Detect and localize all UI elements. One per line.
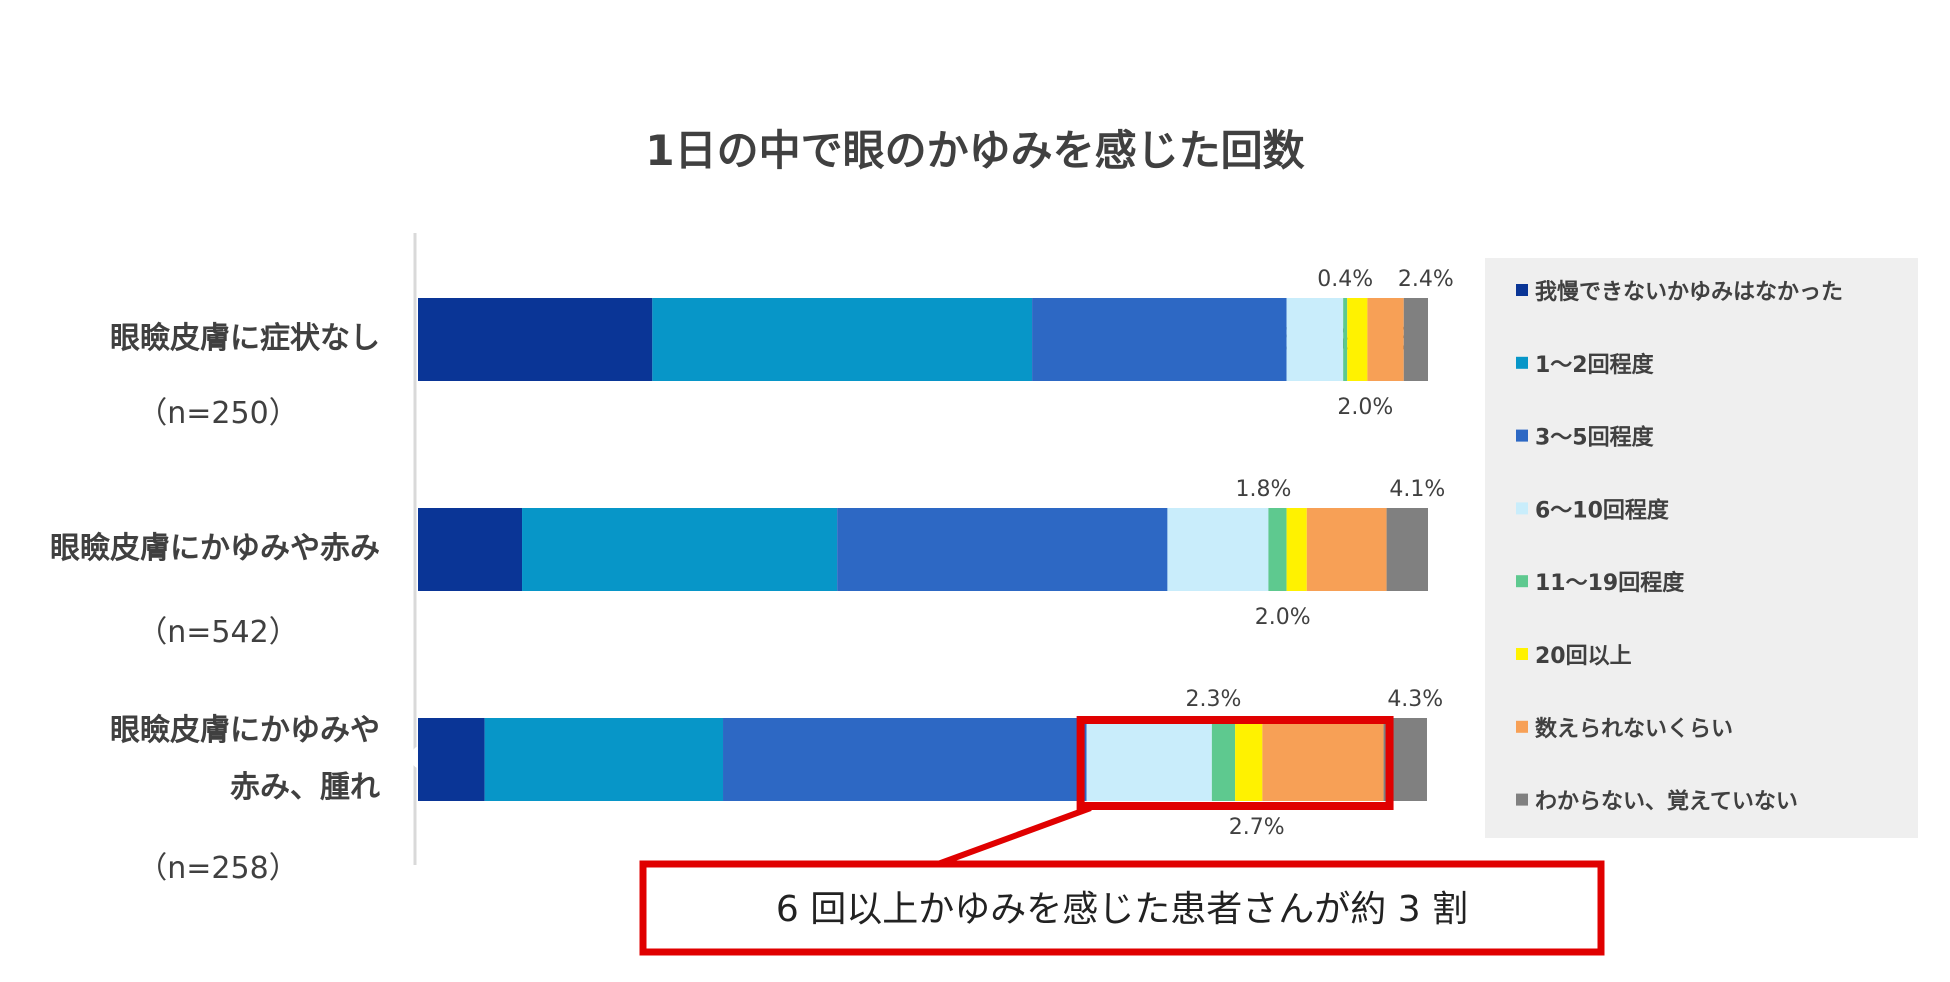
bar-segment: [1306, 508, 1387, 591]
legend-label: 6～10回程度: [1535, 497, 1670, 523]
category-label: 赤み、腫れ: [230, 770, 380, 805]
legend-label: 数えられないくらい: [1535, 716, 1733, 742]
data-label: 2.7%: [1229, 815, 1285, 840]
bar-segment: [1086, 718, 1212, 801]
legend-label: 我慢できないかゆみはなかった: [1535, 279, 1843, 305]
bar-segment: [1262, 718, 1384, 801]
bar-segment: [1386, 508, 1428, 591]
callout-box: [639, 860, 1605, 956]
data-label: 2.3%: [1186, 687, 1242, 712]
legend-swatch: [1516, 356, 1528, 369]
category-sample-size: （n=250）: [137, 396, 298, 431]
legend-label: 1～2回程度: [1535, 352, 1655, 378]
category-sample-size: （n=258）: [137, 851, 298, 886]
bar-segment: [1367, 298, 1404, 381]
chart-title: 1日の中で眼のかゆみを感じた回数: [645, 126, 1304, 175]
legend-label: 3～5回程度: [1535, 425, 1655, 451]
data-label: 4.3%: [1387, 687, 1443, 712]
data-label: 1.8%: [1236, 477, 1292, 502]
callout-connector: [936, 805, 1092, 867]
bar-segment: [1032, 298, 1287, 381]
bar-segment: [1167, 508, 1269, 591]
legend-swatch: [1516, 575, 1528, 588]
bar-segment: [418, 298, 653, 381]
callout-text: 6 回以上かゆみを感じた患者さんが約 3 割: [776, 889, 1468, 930]
legend-swatch: [1516, 648, 1528, 660]
bar-segment: [1286, 508, 1307, 591]
bar-segment: [418, 718, 485, 801]
category-sample-size: （n=542）: [137, 615, 298, 650]
legend-swatch: [1516, 720, 1528, 733]
data-label: 4.1%: [1389, 477, 1445, 502]
data-label: 2.0%: [1255, 605, 1311, 630]
legend-label: わからない、覚えていない: [1535, 789, 1798, 815]
bar-segment: [1347, 298, 1368, 381]
legend-label: 11～19回程度: [1535, 570, 1685, 596]
bar-segment: [652, 298, 1033, 381]
category-label: 眼瞼皮膚に症状なし: [110, 321, 380, 356]
bar-segment: [1343, 298, 1348, 381]
category-label: 眼瞼皮膚にかゆみや赤み: [50, 531, 380, 566]
bar-segment: [1268, 508, 1287, 591]
legend-swatch: [1516, 793, 1528, 806]
legend-swatch: [1516, 502, 1528, 515]
legend-label: 20回以上: [1535, 644, 1632, 669]
bar-segment: [723, 718, 1087, 801]
bar-segment: [1235, 718, 1263, 801]
legend-box: [1485, 258, 1918, 838]
bar-segment: [484, 718, 724, 801]
bar-segment: [1286, 298, 1344, 381]
bar-segment: [837, 508, 1168, 591]
data-label: 2.0%: [1337, 395, 1393, 420]
data-label: 0.4%: [1317, 267, 1373, 292]
bar-segment: [1211, 718, 1236, 801]
bar-segment: [1403, 298, 1428, 381]
highlight-box: [1076, 716, 1394, 810]
bar-segment: [522, 508, 838, 591]
legend-swatch: [1516, 429, 1528, 442]
bar-segment: [418, 508, 523, 591]
category-label: 眼瞼皮膚にかゆみや: [110, 713, 380, 748]
legend-swatch: [1516, 284, 1528, 296]
data-label: 2.4%: [1398, 267, 1454, 292]
